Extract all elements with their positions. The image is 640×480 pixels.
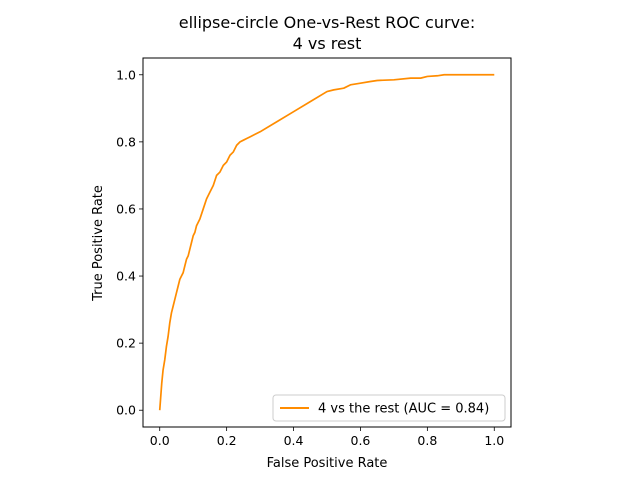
legend: 4 vs the rest (AUC = 0.84)	[272, 394, 506, 422]
y-tick-label: 0.8	[116, 134, 136, 149]
x-tick-label: 0.8	[417, 433, 437, 448]
roc-curve-line	[158, 73, 495, 411]
legend-box	[272, 394, 506, 422]
chart-subtitle: 4 vs rest	[293, 34, 362, 53]
x-tick-label: 0.0	[150, 433, 170, 448]
y-tick-label: 0.2	[116, 336, 136, 351]
axis-ticks: 0.0 0.2 0.4 0.6 0.8 1.0 0.0 0.2 0.4 0.6 0.8 1.0	[116, 67, 504, 448]
y-tick-label: 1.0	[116, 67, 136, 82]
x-tick-label: 0.4	[284, 433, 304, 448]
y-axis-label: True Positive Rate	[91, 185, 106, 302]
x-tick-label: 1.0	[484, 433, 504, 448]
y-tick-label: 0.4	[116, 269, 136, 284]
legend-label: 4 vs the rest (AUC = 0.84)	[318, 402, 489, 417]
axes-frame	[142, 57, 512, 428]
chart-title: ellipse-circle One-vs-Rest ROC curve:	[179, 13, 476, 32]
x-axis-label: False Positive Rate	[267, 456, 388, 471]
y-tick-label: 0.6	[116, 201, 136, 216]
plot-series	[158, 73, 495, 411]
y-tick-label: 0.0	[116, 403, 136, 418]
x-tick-label: 0.6	[351, 433, 371, 448]
x-tick-label: 0.2	[217, 433, 237, 448]
